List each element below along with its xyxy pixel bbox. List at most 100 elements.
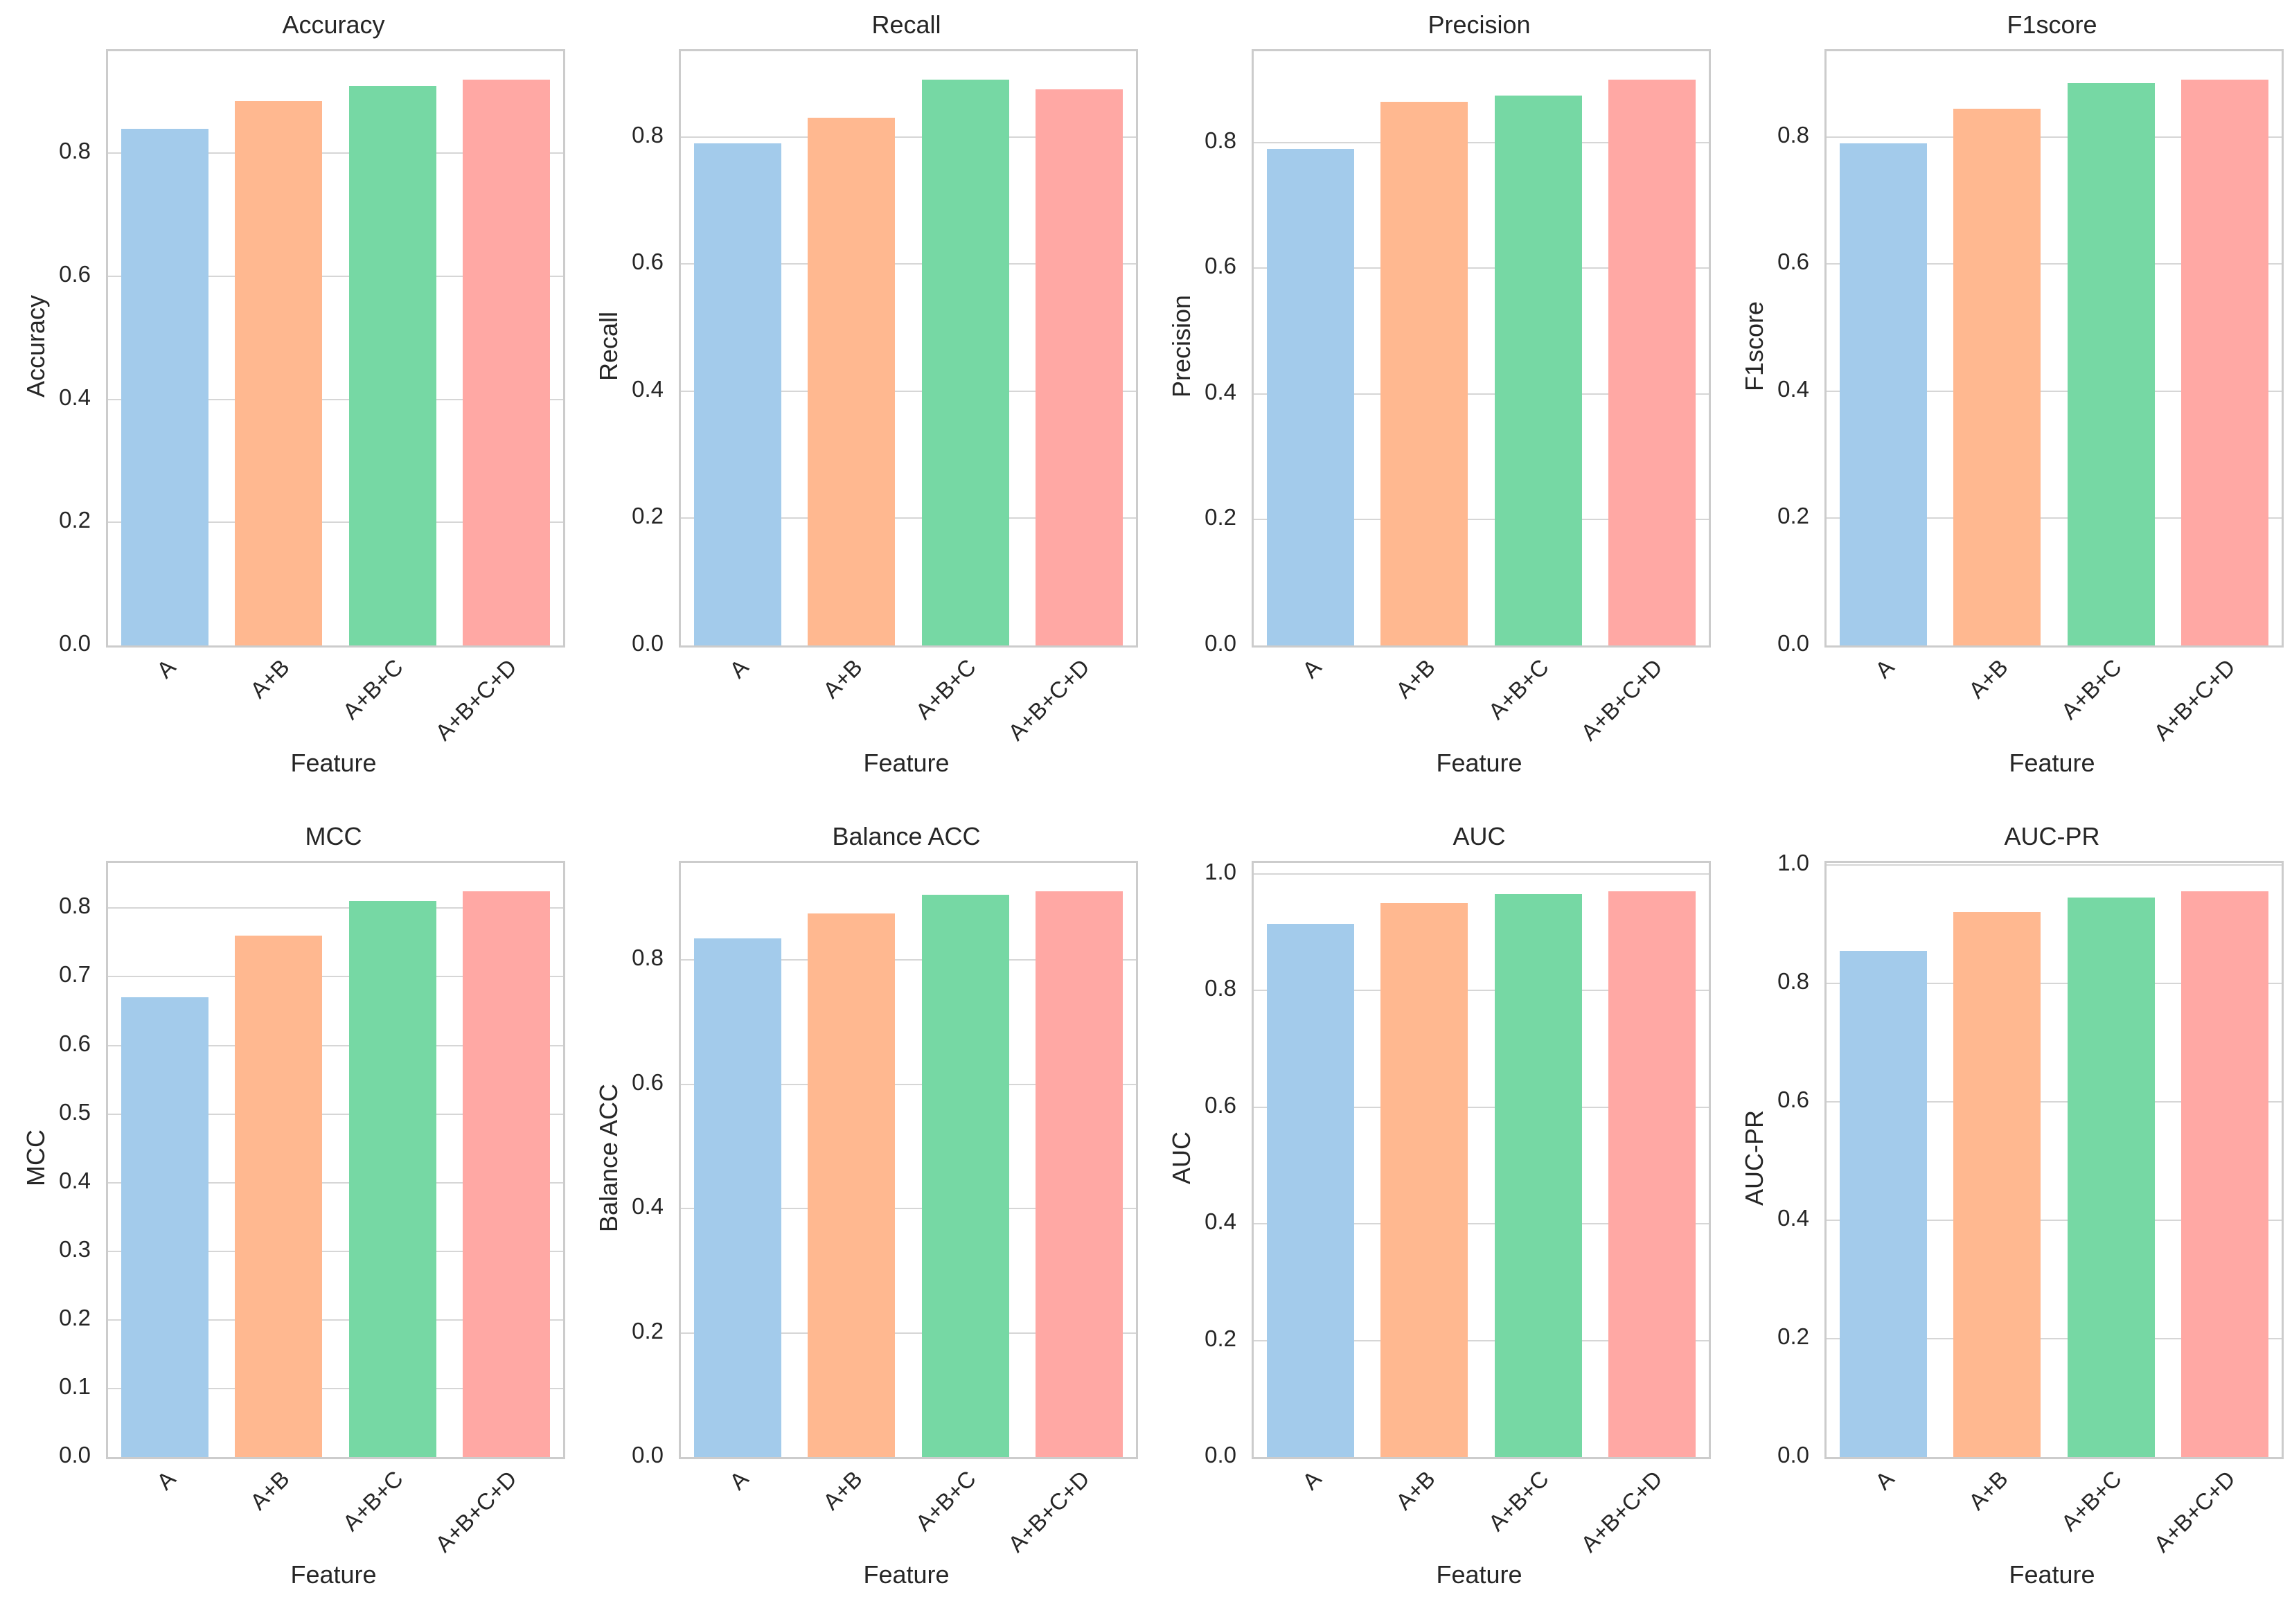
plot-area [1824,861,2284,1459]
gridline [1827,864,2282,866]
x-tick-label: A [1869,1465,1899,1495]
x-tick-label: A+B+C [1483,1465,1554,1536]
subplot-auc: AUC AUC 0.0 0.2 0.4 0.6 0.8 1.0 A A+B A+B+C A+B+C+D… [1146,812,1718,1623]
gridline [1827,263,2282,265]
x-tick-label: A+B [817,654,867,704]
x-axis-label: Feature [2009,749,2095,777]
chart-title: Balance ACC [832,822,981,850]
chart-title: F1score [2007,10,2097,39]
bar-a-b [808,118,896,645]
gridline [108,398,563,400]
y-tick-label: 0.6 [59,1030,91,1056]
x-tick-label: A [724,1465,754,1495]
bar-a [694,143,782,645]
gridline [108,276,563,278]
bar-a-b-c-d [462,79,550,645]
subplot-auc-pr: AUC-PR AUC-PR 0.0 0.2 0.4 0.6 0.8 1.0 A A+B A+B+C A… [1718,812,2291,1623]
chart-title: Precision [1428,10,1531,39]
x-tick-label: A+B+C+D [1576,654,1668,746]
y-tick-label: 0.0 [632,630,664,656]
subplot-precision: Precision Precision 0.0 0.2 0.4 0.6 0.8 A A+B A+B… [1146,0,1718,812]
y-tick-label: 0.8 [1777,121,1809,148]
gridline [681,1083,1136,1085]
y-tick-label: 0.4 [1205,1208,1236,1235]
y-tick-label: 1.0 [1777,849,1809,875]
gridline [681,263,1136,265]
y-tick-label: 0.8 [632,121,664,148]
gridline [1827,1100,2282,1103]
x-tick-label: A+B [817,1465,867,1515]
bar-a-b-c-d [2180,80,2268,645]
gridline [1827,136,2282,138]
x-tick-label: A+B [1390,654,1440,704]
gridline [1254,1339,1709,1341]
subplot-mcc: MCC MCC 0.0 0.1 0.2 0.3 0.4 0.5 0.6 0.7 0.8 A A+B A+B… [0,812,573,1623]
x-tick-label: A [1297,654,1326,684]
y-tick-label: 0.8 [1777,967,1809,994]
x-tick-label: A+B+C [2056,1465,2127,1536]
x-tick-label: A+B+C+D [1576,1465,1668,1558]
bar-a-b-c [348,85,436,645]
gridline [1827,390,2282,392]
bar-a [121,997,209,1457]
gridline [1827,982,2282,984]
x-axis-label: Feature [1436,749,1522,777]
y-tick-label: 0.4 [632,375,664,402]
bar-a-b-c [2067,82,2155,645]
gridline [681,1332,1136,1334]
x-tick-label: A [724,654,754,684]
subplot-f1score: F1score F1score 0.0 0.2 0.4 0.6 0.8 A A+B A+B+C A+… [1718,0,2291,812]
bar-a-b-c [348,901,436,1457]
plot-area [106,49,565,648]
bar-a [1267,148,1355,645]
gridline [1254,1106,1709,1108]
x-tick-label: A [151,654,181,684]
y-tick-label: 0.2 [59,507,91,533]
y-tick-label: 0.8 [59,893,91,919]
chart-title: MCC [305,822,362,850]
plot-area [1824,49,2284,648]
chart-title: Recall [871,10,941,39]
x-tick-label: A+B+C [910,1465,981,1536]
x-tick-label: A+B+C [337,654,409,724]
y-tick-label: 0.5 [59,1098,91,1125]
y-axis-label: Recall [594,311,623,382]
bar-a-b [235,936,323,1457]
y-tick-label: 0.6 [1777,1086,1809,1112]
bar-a [1840,143,1928,645]
x-axis-label: Feature [290,1560,377,1589]
x-tick-label: A+B+C [2056,654,2127,724]
y-tick-label: 0.6 [1205,253,1236,279]
y-tick-label: 0.0 [1205,1442,1236,1467]
bar-a-b [1380,101,1468,645]
x-tick-label: A+B [1963,1465,2013,1515]
bar-a-b-c-d [2180,891,2268,1457]
y-tick-label: 0.2 [1777,1323,1809,1349]
y-tick-label: 0.6 [632,249,664,275]
x-tick-label: A+B [245,654,294,704]
gridline [108,907,563,909]
gridline [1254,873,1709,875]
bar-a-b [1953,912,2041,1457]
y-tick-label: 0.0 [59,630,91,656]
bar-a [694,938,782,1457]
gridline [108,1387,563,1389]
bar-a-b-c-d [1035,891,1123,1457]
y-tick-label: 0.2 [1205,504,1236,530]
gridline [108,521,563,524]
y-tick-label: 0.4 [1205,378,1236,404]
x-tick-label: A+B+C+D [2149,1465,2241,1558]
y-axis-label: AUC [1167,1131,1196,1185]
y-tick-label: 0.2 [59,1304,91,1330]
y-tick-label: 0.4 [59,384,91,410]
gridline [681,136,1136,138]
y-tick-label: 0.2 [632,503,664,529]
x-tick-label: A+B+C [1483,654,1554,724]
y-tick-label: 0.4 [632,1193,664,1219]
y-tick-label: 0.6 [1777,249,1809,275]
x-tick-label: A+B+C+D [1003,654,1095,746]
bar-a-b [1953,108,2041,645]
gridline [1254,267,1709,269]
chart-title: Accuracy [282,10,385,39]
